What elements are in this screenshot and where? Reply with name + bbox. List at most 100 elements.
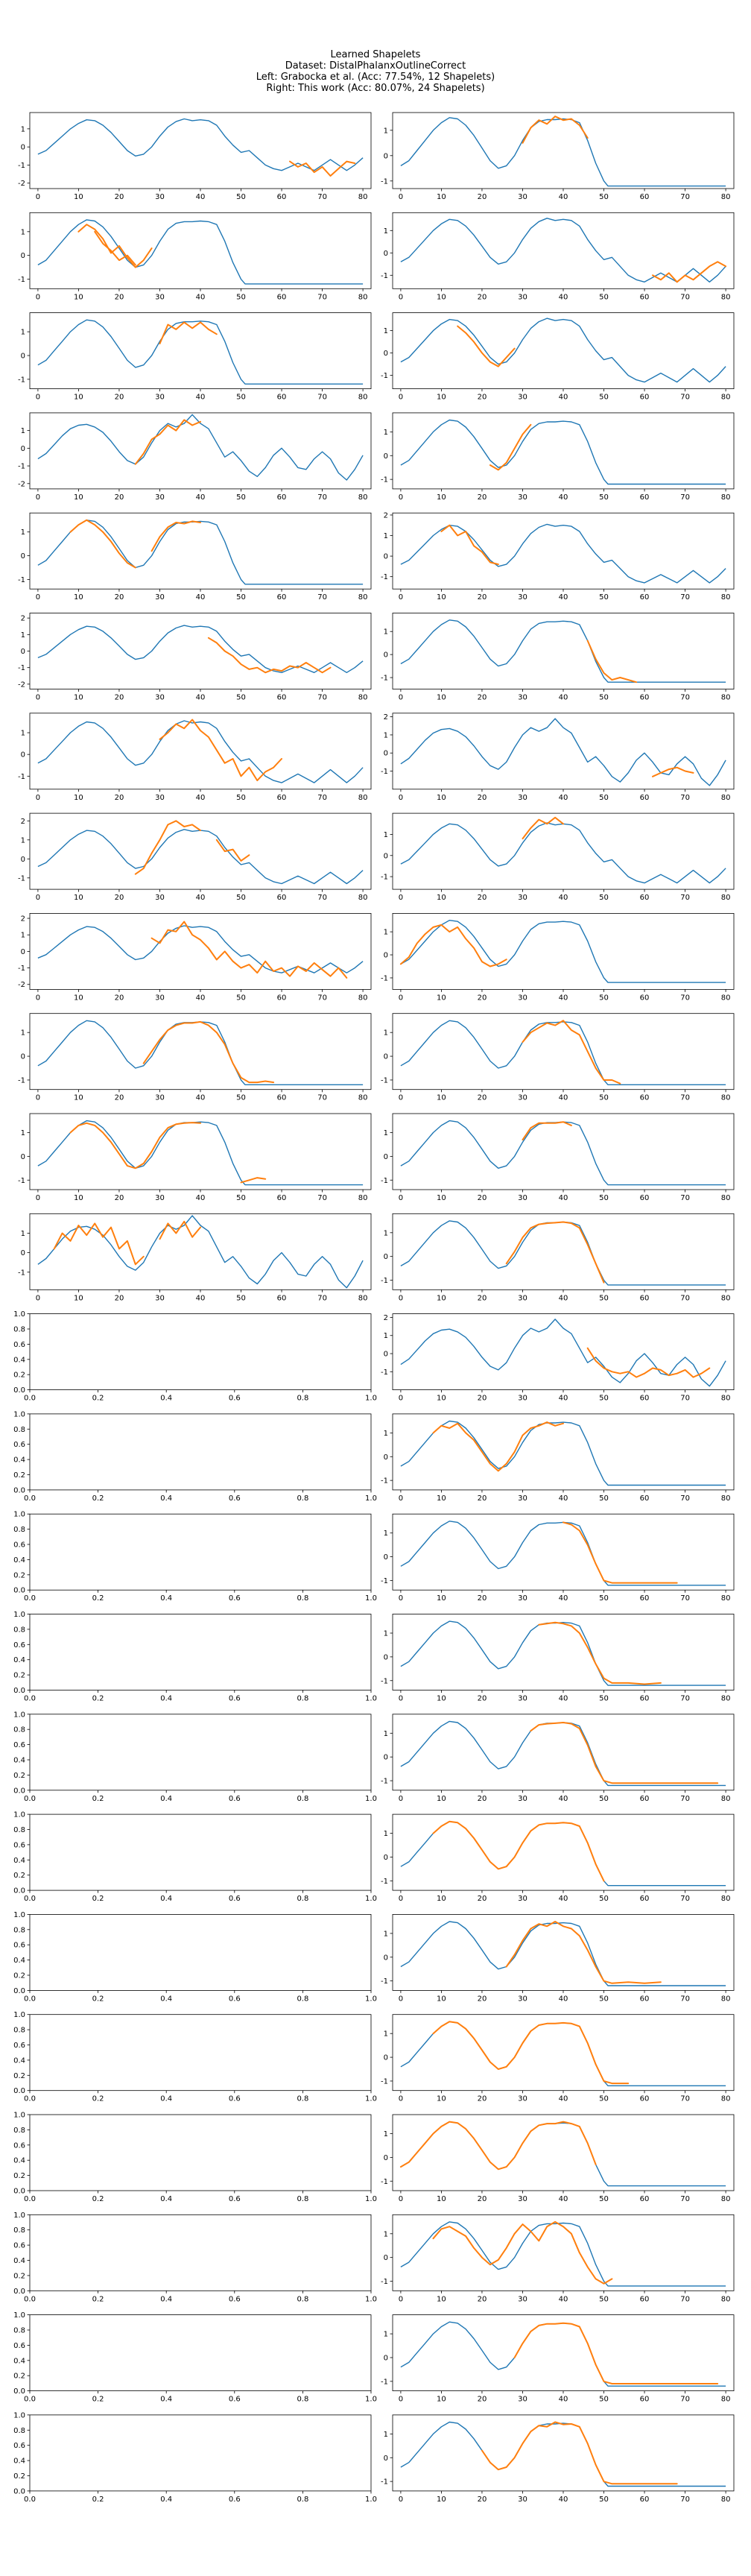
left-xtick-label: 50 (236, 193, 246, 201)
right-xtick-label: 60 (640, 1695, 650, 1703)
left-xtick-label: 0.6 (229, 1895, 241, 1903)
left-xtick-label: 0.0 (24, 1695, 36, 1703)
left-xtick-label: 80 (358, 1094, 368, 1102)
right-xtick-label: 20 (478, 593, 487, 602)
right-xtick-label: 20 (478, 2295, 487, 2303)
right-series-line (400, 1319, 726, 1387)
right-xtick-label: 50 (599, 1795, 609, 1803)
left-xtick-label: 0 (36, 394, 40, 402)
right-xtick-label: 80 (721, 2095, 731, 2103)
left-xtick-label: 60 (277, 593, 287, 602)
right-xtick-label: 40 (559, 1494, 568, 1503)
left-xtick-label: 50 (236, 794, 246, 802)
left-subplot: 0.00.0 0.2 0.2 0.4 0.4 0.6 0.6 0.8 0.8 1.0 1.0 (13, 2011, 377, 2103)
left-xtick-label: 80 (358, 593, 368, 602)
right-ytick-label: 0 (384, 1954, 388, 1962)
left-series-line (37, 219, 364, 285)
left-xtick-label: 0.0 (24, 1795, 36, 1803)
right-xtick-label: 20 (478, 1695, 487, 1703)
left-ytick-label: 1 (21, 836, 25, 845)
right-ytick-label: 1 (384, 1930, 388, 1938)
right-xtick-label: 80 (721, 593, 731, 602)
left-ytick-label: 0.2 (13, 2472, 25, 2481)
left-xtick-label: 80 (358, 694, 368, 702)
left-series-line (37, 625, 364, 673)
left-xtick-label: 70 (317, 1194, 327, 1202)
left-xtick-label: 10 (74, 1194, 83, 1202)
right-xtick-label: 40 (559, 1094, 568, 1102)
right-subplot: 0 10 20 30 40 50 60 70 80 -1 0 1 2 (381, 511, 735, 602)
left-axes-frame (29, 1013, 372, 1090)
left-ytick-label: 0 (21, 144, 25, 152)
left-ytick-label: 0.8 (13, 2127, 25, 2135)
right-xtick-label: 10 (437, 1594, 446, 1603)
right-subplot: 0 10 20 30 40 50 60 70 80 -1 0 1 (381, 1513, 735, 1603)
right-xtick-label: 60 (640, 794, 650, 802)
right-ytick-label: 0 (384, 2254, 388, 2262)
left-xtick-label: 20 (115, 593, 124, 602)
left-xtick-label: 80 (358, 493, 368, 502)
left-xtick-label: 80 (358, 394, 368, 402)
left-xtick-label: 80 (358, 894, 368, 902)
right-xtick-label: 20 (478, 694, 487, 702)
right-xtick-label: 0 (399, 2195, 403, 2203)
left-axes-frame (29, 112, 372, 189)
left-axes-frame (29, 1714, 372, 1791)
right-xtick-label: 20 (478, 1094, 487, 1102)
right-xtick-label: 10 (437, 493, 446, 502)
right-xtick-label: 80 (721, 2496, 731, 2504)
left-xtick-label: 0.6 (229, 2095, 241, 2103)
right-xtick-label: 50 (599, 1395, 609, 1403)
left-xtick-label: 10 (74, 1294, 83, 1302)
right-ytick-label: 0 (384, 750, 388, 758)
right-xtick-label: 30 (518, 1594, 527, 1603)
left-subplot: 0.00.0 0.2 0.2 0.4 0.4 0.6 0.6 0.8 0.8 1.0 1.0 (13, 1611, 377, 1703)
left-ytick-label: -1 (18, 376, 25, 384)
left-xtick-label: 0.4 (160, 2496, 172, 2504)
left-ytick-label: 1.0 (13, 1711, 25, 1719)
left-xtick-label: 60 (277, 694, 287, 702)
left-xtick-label: 0.0 (24, 2195, 36, 2203)
right-xtick-label: 60 (640, 493, 650, 502)
right-ytick-label: 1 (384, 1530, 388, 1538)
right-series-line (400, 1521, 726, 1586)
left-xtick-label: 0.8 (297, 2195, 308, 2203)
left-ytick-label: 0 (21, 751, 25, 760)
right-xtick-label: 50 (599, 1194, 609, 1202)
right-xtick-label: 80 (721, 2195, 731, 2203)
right-xtick-label: 80 (721, 794, 731, 802)
left-xtick-label: 60 (277, 994, 287, 1002)
left-xtick-label: 0.0 (24, 2295, 36, 2303)
left-xtick-label: 0.2 (92, 1695, 104, 1703)
left-subplot: 0 10 20 30 40 50 60 70 80 -2 -1 0 1 2 (18, 913, 372, 1002)
right-xtick-label: 40 (559, 694, 568, 702)
right-xtick-label: 50 (599, 994, 609, 1002)
right-ytick-label: 0 (384, 1153, 388, 1161)
left-xtick-label: 1.0 (365, 1795, 377, 1803)
right-xtick-label: 0 (399, 2496, 403, 2504)
left-axes-frame (29, 2114, 372, 2191)
right-series-line (400, 1120, 726, 1186)
left-ytick-label: 1.0 (13, 2011, 25, 2019)
right-ytick-label: 1 (384, 2230, 388, 2238)
right-xtick-label: 30 (518, 1194, 527, 1202)
left-ytick-label: 0.0 (13, 2288, 25, 2296)
left-xtick-label: 0.2 (92, 2396, 104, 2404)
right-xtick-label: 0 (399, 293, 403, 301)
left-xtick-label: 20 (115, 193, 124, 201)
left-xtick-label: 40 (196, 1194, 206, 1202)
left-xtick-label: 20 (115, 1194, 124, 1202)
right-xtick-label: 80 (721, 293, 731, 301)
right-xtick-label: 60 (640, 394, 650, 402)
left-ytick-label: 1.0 (13, 1511, 25, 1519)
right-xtick-label: 70 (680, 2095, 690, 2103)
right-xtick-label: 20 (478, 2095, 487, 2103)
right-ytick-label: 1 (384, 831, 388, 839)
left-xtick-label: 70 (317, 293, 327, 301)
right-shapelet-line (522, 116, 589, 144)
left-xtick-label: 1.0 (365, 1594, 377, 1603)
left-xtick-label: 70 (317, 894, 327, 902)
right-xtick-label: 20 (478, 894, 487, 902)
right-xtick-label: 60 (640, 1594, 650, 1603)
left-shapelet-line (69, 519, 136, 569)
